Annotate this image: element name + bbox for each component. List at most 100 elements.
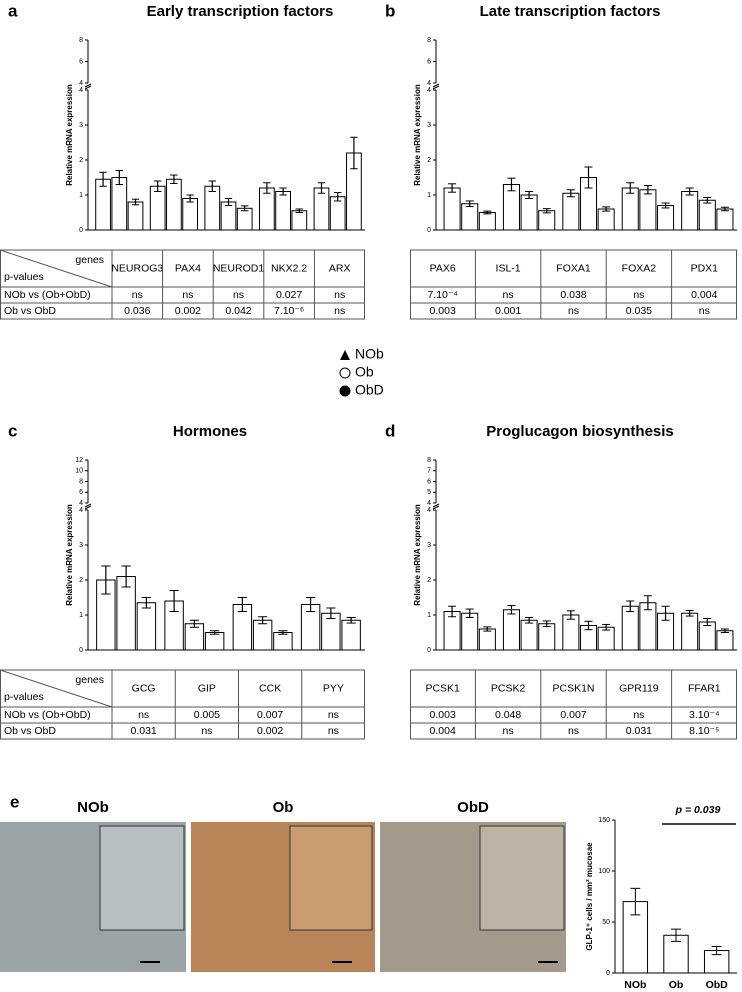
x-tick-label: ObD: [706, 979, 729, 991]
bar: [502, 609, 520, 651]
axis-break: [432, 85, 440, 90]
table-cell: ns: [182, 289, 193, 301]
axis-break: [84, 85, 92, 90]
table-cell: 7.10⁻⁴: [427, 289, 458, 301]
legend-label: NOb: [355, 346, 384, 362]
y-tick-label: 1: [427, 612, 431, 619]
column-header: PCSK1N: [552, 682, 594, 694]
table-cell: 3.10⁻⁴: [689, 709, 720, 721]
y-axis-label: Relative mRNA expression: [65, 84, 74, 186]
table-cell: ns: [334, 289, 345, 301]
y-tick-label: 1: [427, 192, 431, 199]
y-tick-label: 6: [427, 58, 431, 65]
column-header: PCSK2: [491, 682, 526, 694]
table-cell: ns: [633, 709, 644, 721]
y-tick-label: 4: [79, 500, 83, 507]
y-tick-label: 3: [79, 122, 83, 129]
y-tick-label: 6: [79, 489, 83, 496]
column-header: CCK: [259, 682, 281, 694]
table-cell: 0.031: [130, 725, 156, 737]
corner-diagonal: [0, 249, 113, 288]
bar: [562, 614, 580, 651]
table-cell: 7.10⁻⁶: [274, 305, 304, 317]
inset: [479, 825, 565, 931]
bar: [562, 192, 580, 231]
table-cell: 0.007: [560, 709, 586, 721]
bar: [166, 178, 182, 231]
corner-label: genes: [75, 254, 104, 266]
bar: [127, 201, 144, 231]
annotation: p = 0.039: [675, 804, 721, 816]
y-tick-label: 0: [79, 227, 83, 234]
bar: [461, 203, 479, 231]
chart-title: Late transcription factors: [480, 3, 661, 20]
panel-letter: d: [385, 421, 395, 440]
table-cell: 0.048: [495, 709, 521, 721]
bar: [341, 619, 361, 651]
table-cell: 0.002: [257, 725, 283, 737]
bar: [252, 619, 273, 651]
bar: [149, 185, 166, 231]
row-label: NOb vs (Ob+ObD): [4, 289, 91, 301]
table-cell: 0.003: [430, 305, 456, 317]
bar: [716, 630, 734, 651]
column-header: PAX4: [175, 262, 201, 274]
table-cell: ns: [233, 289, 244, 301]
bar: [657, 205, 675, 231]
axis-break: [84, 503, 92, 508]
table-cell: 0.035: [626, 305, 652, 317]
chart-title: Hormones: [173, 423, 247, 440]
y-tick-label: 10: [75, 468, 83, 475]
column-header: PCSK1: [425, 682, 460, 694]
panel-letter: b: [385, 1, 395, 20]
x-tick-label: Ob: [669, 979, 684, 991]
axis-break: [84, 505, 92, 510]
column-header: GPR119: [619, 682, 659, 694]
bar: [538, 623, 556, 651]
bar: [182, 198, 198, 231]
y-tick-label: 3: [79, 542, 83, 549]
y-tick-label: 4: [79, 87, 83, 94]
micrographs: e NOb Ob ObD: [0, 792, 566, 972]
table-cell: 0.004: [430, 725, 456, 737]
legend-label: ObD: [355, 382, 384, 398]
table-cell: 0.038: [560, 289, 586, 301]
row-label: Ob vs ObD: [4, 725, 56, 737]
y-tick-label: 4: [427, 87, 431, 94]
bar: [716, 208, 734, 231]
y-tick-label: 150: [598, 817, 610, 824]
y-tick-label: 1: [79, 612, 83, 619]
table-cell: ns: [568, 725, 579, 737]
column-header: ARX: [329, 262, 351, 274]
table-cell: ns: [138, 709, 149, 721]
y-tick-label: 0: [606, 970, 610, 977]
table-cell: ns: [503, 289, 514, 301]
bar: [111, 177, 128, 231]
table-cell: 0.003: [430, 709, 456, 721]
bar: [639, 189, 657, 231]
bar: [478, 628, 496, 651]
y-tick-label: 2: [427, 577, 431, 584]
legend-marker: [339, 385, 351, 397]
y-tick-label: 0: [427, 647, 431, 654]
bar: [220, 201, 237, 231]
row-label: NOb vs (Ob+ObD): [4, 709, 91, 721]
bar: [520, 619, 538, 651]
table-cell: ns: [699, 305, 710, 317]
column-header: GCG: [132, 682, 156, 694]
y-tick-label: 7: [427, 468, 431, 475]
y-tick-label: 1: [79, 192, 83, 199]
table-cell: 0.031: [626, 725, 652, 737]
y-axis-label: Relative mRNA expression: [413, 84, 422, 186]
column-header: FFAR1: [688, 682, 721, 694]
y-tick-label: 50: [602, 919, 610, 926]
table-cell: 0.001: [495, 305, 521, 317]
y-tick-label: 6: [79, 58, 83, 65]
axis-break: [432, 503, 440, 508]
y-tick-label: 100: [598, 868, 610, 875]
y-tick-label: 8: [427, 37, 431, 44]
column-header: FOXA1: [556, 262, 591, 274]
table-cell: 0.005: [194, 709, 220, 721]
bar: [698, 199, 716, 231]
